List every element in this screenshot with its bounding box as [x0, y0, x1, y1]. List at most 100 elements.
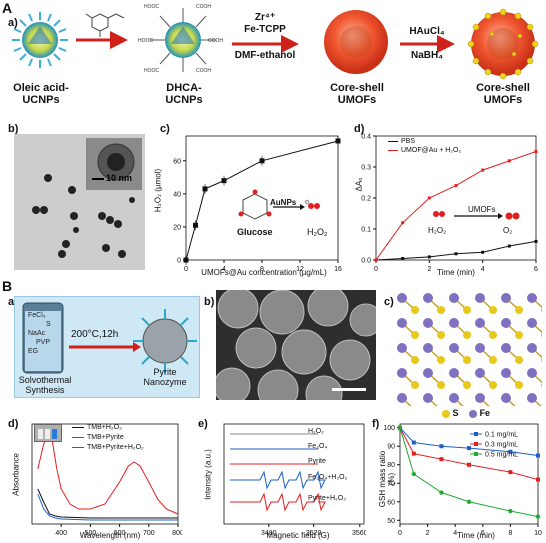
bf-series-0-point	[536, 453, 540, 458]
bf-xtick-label: 2	[426, 530, 430, 537]
fe-atom	[501, 318, 511, 328]
fe-atom	[397, 368, 407, 378]
sem-spheres	[216, 290, 376, 400]
s-atom	[463, 331, 471, 339]
fe-atom	[397, 393, 407, 403]
bf-xtick-label: 4	[453, 530, 457, 537]
fe-atom	[527, 393, 537, 403]
bf-series-1-line	[399, 427, 539, 481]
ad-ytick-label: 0.4	[361, 134, 371, 141]
bf-ytick-label: 50	[387, 518, 395, 525]
fe-atom	[527, 368, 537, 378]
panel-ac-label: c)	[160, 123, 170, 135]
bd-legend-2: TMB+Pyrite	[72, 433, 144, 443]
ac-ylabel: H₂O₂ (µmol)	[153, 168, 163, 213]
s-atom	[437, 381, 445, 389]
bd-xtick-label: 600	[114, 530, 126, 537]
s-atom	[437, 356, 445, 364]
ad-series-0-line	[375, 240, 537, 261]
bd-xtick-label: 500	[85, 530, 97, 537]
be-ylabel: Intensity (a.u.)	[203, 449, 213, 500]
bd-frame	[31, 423, 179, 525]
step4-caption: Core-shell UMOFs	[476, 82, 530, 106]
bd-xlabel: Wavelength (nm)	[79, 531, 141, 540]
s-atom	[411, 381, 419, 389]
s-atom	[489, 356, 497, 364]
ac-xtick-label: 12	[296, 266, 304, 273]
s-atom	[541, 332, 542, 338]
fe-atom	[397, 318, 407, 328]
fe-atom	[449, 343, 459, 353]
bd-series-1-line	[37, 493, 178, 521]
bf-series-2-point	[466, 499, 472, 504]
panel-bc-label: c)	[384, 296, 394, 308]
ad-series-1-point	[481, 168, 485, 172]
ad-series-0-point	[481, 250, 485, 254]
be-xtick-label: 3560	[352, 530, 366, 537]
crystal-structure	[394, 290, 542, 406]
s-atom	[515, 381, 523, 389]
dhca-molecule	[85, 13, 125, 37]
bd-ylabel: Absorbance	[11, 453, 21, 496]
ac-ytick-label: 20	[173, 224, 181, 231]
panel-be-label: e)	[198, 418, 208, 430]
bd-legend: TMB+H₂O₂ TMB+Pyrite TMB+Pyrite+H₂O₂	[72, 423, 144, 453]
bf-series-1-point	[508, 470, 513, 475]
sem-image	[216, 290, 376, 400]
ad-ytick-label: 0.3	[361, 165, 371, 172]
fe-atom	[397, 343, 407, 353]
fe-atom	[449, 393, 459, 403]
bf-series-1-point	[411, 451, 416, 456]
ac-product: H₂O₂	[307, 227, 328, 237]
ad-ytick-label: 0.2	[361, 196, 371, 203]
fe-atom	[475, 368, 485, 378]
panel-ad-label: d)	[354, 123, 365, 135]
fe-atom	[527, 343, 537, 353]
panel-bd-label: d)	[8, 418, 19, 430]
fe-atom	[423, 343, 433, 353]
ad-h2o2-atom	[433, 211, 439, 217]
fe-atom	[397, 293, 407, 303]
fe-atom	[423, 293, 433, 303]
fe-atom	[423, 318, 433, 328]
bf-series-1-point	[467, 462, 471, 467]
bf-series-1-point	[536, 477, 540, 482]
bf-legend-marker	[474, 432, 478, 436]
panel-ab-label: b)	[8, 123, 19, 135]
bf-xlabel: Time (min)	[457, 531, 495, 540]
bf-series-0-point	[411, 440, 416, 445]
fe-atom	[423, 393, 433, 403]
s-atom	[463, 306, 471, 314]
bf-series-2-line	[399, 427, 539, 518]
s-atom	[541, 357, 542, 363]
bd-series-0-line	[37, 488, 178, 519]
ad-reactant: H₂O₂	[428, 226, 447, 235]
bf-legend-marker	[474, 442, 478, 446]
ac-ytick-label: 0	[177, 258, 181, 265]
panel-bf-label: f)	[372, 418, 380, 430]
ad-catalyst: UMOFs	[468, 205, 496, 214]
bd-vial-inset	[34, 424, 62, 442]
bf-legend-label: 0.3 mg/mL	[485, 442, 518, 449]
be-xtick-label: 3520	[306, 530, 322, 537]
ac-xtick-label: 0	[184, 266, 188, 273]
ad-xtick-label: 2	[427, 266, 431, 273]
ad-series-1-point	[374, 258, 378, 262]
bf-series-1-point	[439, 457, 444, 462]
tem-inset: 10 nm	[86, 138, 142, 190]
h2o2-atom	[304, 199, 310, 205]
iron-legend-dot	[469, 409, 478, 418]
s-atom	[489, 331, 497, 339]
ad-series-1-line	[375, 151, 537, 261]
pyrite-caption: Pyrite Nanozyme	[143, 367, 187, 387]
core-shell-umof-particle	[324, 10, 388, 74]
fe-atom	[527, 318, 537, 328]
ac-glucose: Glucose	[237, 227, 273, 237]
panel-ba-label: a)	[8, 296, 18, 308]
bf-ytick-label: 100	[383, 425, 395, 432]
ad-reaction-arrowhead	[498, 213, 503, 219]
bf-xtick-label: 8	[508, 530, 512, 537]
bf-legend-label: 0.1 mg/mL	[485, 432, 518, 439]
bf-xtick-label: 10	[534, 530, 542, 537]
fe-atom	[475, 318, 485, 328]
